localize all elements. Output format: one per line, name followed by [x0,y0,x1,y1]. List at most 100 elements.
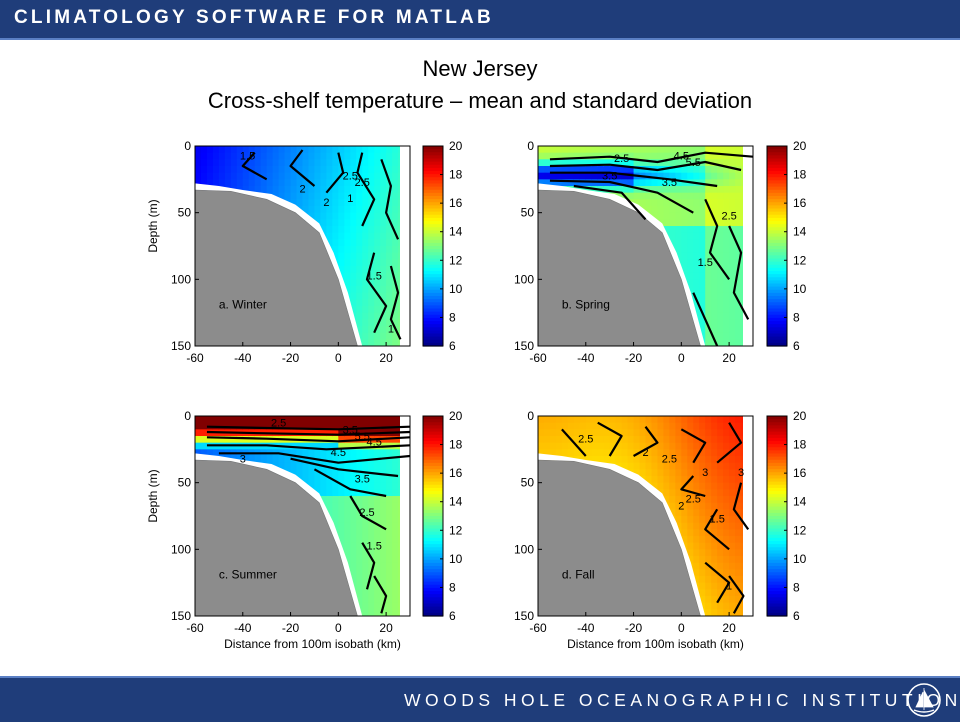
x-axis-label: Distance from 100m isobath (km) [224,637,401,651]
x-tick-label: 0 [678,351,685,365]
colorbar-swatch [767,205,787,210]
colorbar-swatch [767,255,787,260]
colorbar-swatch [423,267,443,272]
chart-title: New Jersey [422,56,538,81]
x-tick-label: 20 [722,621,736,635]
colorbar-swatch [767,211,787,216]
colorbar-tick-label: 12 [449,253,463,267]
contour-line [349,495,387,531]
colorbar-swatch [767,264,787,269]
colorbar-swatch [767,519,787,523]
x-tick-label: 0 [335,351,342,365]
colorbar-swatch [767,167,787,172]
colorbar-swatch [423,441,443,445]
colorbar-swatch [767,171,787,175]
colorbar-swatch [423,500,443,505]
contour-label: 2 [299,184,305,196]
colorbar-swatch [767,214,787,219]
contour-line [561,428,587,457]
colorbar-swatch [423,336,443,341]
colorbar-swatch [423,330,443,335]
colorbar-tick-label: 10 [449,282,463,296]
colorbar-swatch [767,497,787,501]
x-tick-label: -20 [282,351,300,365]
colorbar-swatch [423,155,443,160]
colorbar-swatch [767,261,787,266]
colorbar-swatch [767,472,787,476]
colorbar-swatch [767,506,787,511]
x-tick-label: -40 [234,351,252,365]
colorbar-swatch [423,437,443,442]
colorbar-swatch [423,547,443,551]
colorbar-swatch [767,450,787,455]
contour-line [728,225,750,320]
heatmap-field [538,416,753,616]
colorbar-swatch [423,314,443,319]
colorbar-swatch [423,205,443,210]
colorbar-swatch [423,305,443,310]
colorbar-swatch [767,481,787,486]
colorbar-swatch [423,164,443,169]
contour-line [549,171,718,188]
axes-frame [194,145,411,347]
contour-label: 3.5 [355,474,370,486]
colorbar-swatch [767,441,787,445]
colorbar-swatch [767,569,787,573]
colorbar-swatch [423,503,443,508]
contour-label: 2 [323,197,329,209]
panel-label: a. Winter [219,298,267,312]
contour-line [633,426,659,457]
contour-label: 3 [702,467,708,479]
colorbar-swatch [423,578,443,583]
colorbar-swatch [423,217,443,222]
contour-label: 2.5 [721,210,736,222]
colorbar-swatch [423,475,443,480]
colorbar-swatch [767,491,787,495]
colorbar-swatch [767,311,787,316]
contour-line [206,444,410,451]
y-tick-label: 50 [521,206,535,220]
contour-label: 1 [347,193,353,205]
colorbar-swatch [423,342,443,347]
colorbar-swatch [423,447,443,451]
colorbar-tick-label: 20 [793,409,807,423]
seafloor [538,459,701,616]
colorbar-swatch [767,516,787,520]
colorbar-swatch [423,302,443,306]
colorbar-swatch [423,525,443,530]
colorbar-swatch [767,528,787,533]
colorbar-swatch [767,221,787,225]
x-tick-label: -60 [186,351,204,365]
colorbar-swatch [767,192,787,197]
colorbar-swatch [423,459,443,464]
colorbar-swatch [767,177,787,181]
colorbar-swatch [423,158,443,163]
colorbar-swatch [767,578,787,583]
contour-line [206,430,410,436]
contour-line [692,292,719,346]
colorbar-swatch [767,180,787,185]
x-tick-label: 20 [722,351,736,365]
colorbar-swatch [767,271,787,275]
colorbar-swatch [767,317,787,322]
colorbar-swatch [767,444,787,448]
colorbar-swatch [767,267,787,272]
colorbar-swatch [423,487,443,492]
x-tick-label: 0 [678,621,685,635]
colorbar-swatch [767,202,787,206]
colorbar-swatch [767,431,787,436]
colorbar-swatch [767,587,787,592]
colorbar-swatch [767,314,787,319]
contour-label: 5.5 [355,431,370,443]
colorbar-swatch [767,419,787,423]
colorbar-swatch [423,609,443,614]
colorbar-tick-label: 20 [449,139,463,153]
y-axis-label: Depth (m) [146,199,160,252]
colorbar-swatch [423,541,443,545]
colorbar-swatch [767,453,787,458]
colorbar-swatch [767,531,787,536]
colorbar-swatch [767,236,787,241]
header-bar: CLIMATOLOGY SOFTWARE FOR MATLAB [0,0,960,40]
x-tick-label: 20 [379,621,393,635]
